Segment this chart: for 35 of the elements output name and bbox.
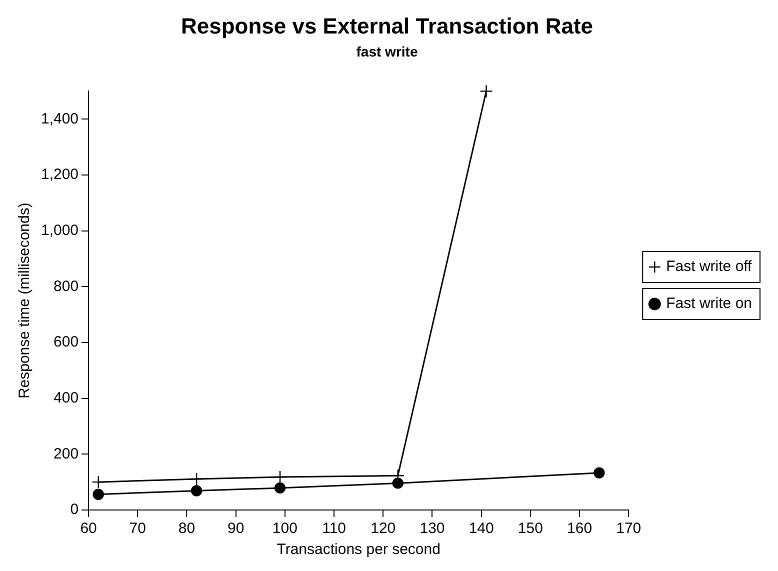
- point: [594, 467, 605, 478]
- y-tick-label: 400: [54, 389, 79, 406]
- point: [480, 84, 493, 98]
- x-tick-label: 170: [616, 520, 642, 538]
- point: [392, 478, 404, 489]
- point: [274, 482, 286, 494]
- legend-label: Fast write off: [666, 258, 753, 276]
- y-tick-label: 1,400: [40, 110, 79, 128]
- y-tick-label: 200: [54, 445, 79, 462]
- point: [190, 472, 204, 486]
- point: [92, 488, 104, 500]
- point: [273, 470, 287, 484]
- x-tick-label: 150: [518, 520, 543, 538]
- x-tick-label: 90: [227, 520, 244, 538]
- x-tick-label: 160: [567, 520, 592, 538]
- y-tick-label: 0: [70, 501, 79, 518]
- x-tick-label: 130: [420, 520, 445, 538]
- x-tick-label: 120: [370, 520, 396, 538]
- x-tick-label: 70: [129, 520, 146, 538]
- x-tick-label: 80: [178, 520, 196, 538]
- y-tick-label: 800: [54, 278, 79, 295]
- x-tick-label: 60: [80, 520, 97, 538]
- y-tick-label: 1,200: [40, 166, 79, 184]
- y-tick-label: 1,000: [40, 222, 79, 239]
- y-axis-title: Response time (milliseconds): [16, 202, 34, 399]
- x-tick-label: 140: [468, 520, 494, 538]
- x-axis-title: Transactions per second: [276, 541, 440, 558]
- x-tick-label: 100: [272, 520, 298, 538]
- chart-subtitle: fast write: [356, 44, 418, 60]
- chart-title: Response vs External Transaction Rate: [180, 13, 594, 38]
- x-tick-label: 110: [322, 520, 346, 538]
- point: [92, 475, 105, 489]
- point: [190, 485, 202, 496]
- legend-label: Fast write on: [666, 295, 752, 312]
- y-tick-label: 600: [54, 334, 79, 351]
